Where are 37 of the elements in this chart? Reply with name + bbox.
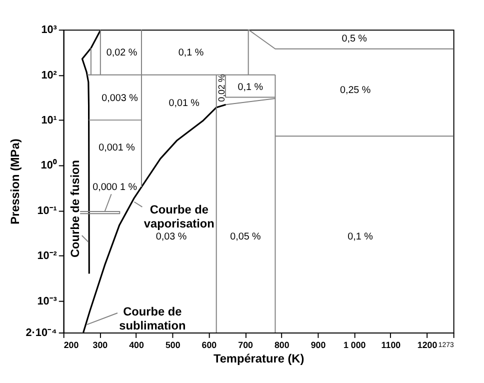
x-tick-label: 1100 — [381, 340, 401, 350]
annotation: Courbe de sublimation — [119, 304, 186, 333]
x-tick-label: 500 — [165, 340, 180, 350]
annotation: 0,1 % — [238, 82, 264, 94]
y-tick-label: 10⁻¹ — [37, 204, 58, 217]
y-tick-label: 10³ — [41, 24, 58, 36]
x-tick-label: 600 — [202, 340, 217, 350]
y-tick-label: 10⁻³ — [37, 295, 58, 308]
annotation: 0,02 % — [106, 47, 138, 58]
y-axis-title: Pression (MPa) — [8, 138, 22, 224]
annotation: 0,01 % — [168, 98, 200, 109]
y-tick-label: 10² — [41, 69, 58, 82]
annotation: 0,25 % — [340, 84, 371, 96]
x-tick-label: 1200 — [417, 340, 438, 350]
annotation: 0,001 % — [98, 142, 136, 154]
annotation: 0,03 % — [156, 231, 187, 242]
x-tick-label: 700 — [238, 340, 254, 350]
x-tick-label: 400 — [129, 340, 144, 350]
y-tick-label: 2·10⁻⁴ — [26, 326, 57, 339]
x-axis-title: Température (K) — [213, 352, 304, 366]
x-tick-label: 900 — [310, 340, 326, 350]
annotation: Courbe de vaporisation — [144, 202, 214, 231]
annotation: 0,5 % — [342, 34, 368, 45]
x-tick-label: 300 — [92, 340, 108, 350]
y-tick-label: 10¹ — [41, 114, 58, 127]
y-tick-label: 10⁻² — [37, 250, 58, 262]
annotation: 0,05 % — [230, 231, 262, 242]
annotation: 0,1 % — [178, 47, 204, 58]
annotation: 0,02 % — [216, 74, 227, 102]
y-tick-label: 10⁰ — [40, 158, 57, 172]
annotation: 0,1 % — [348, 231, 374, 242]
annotation: 0,000 1 % — [92, 182, 138, 193]
x-tick-label: 1 000 — [343, 340, 366, 350]
annotation: Courbe de fusion — [68, 160, 82, 258]
x-tick-label: 200 — [64, 340, 79, 350]
x-tick-label: 800 — [274, 340, 290, 350]
annotation: 0,003 % — [102, 92, 138, 104]
